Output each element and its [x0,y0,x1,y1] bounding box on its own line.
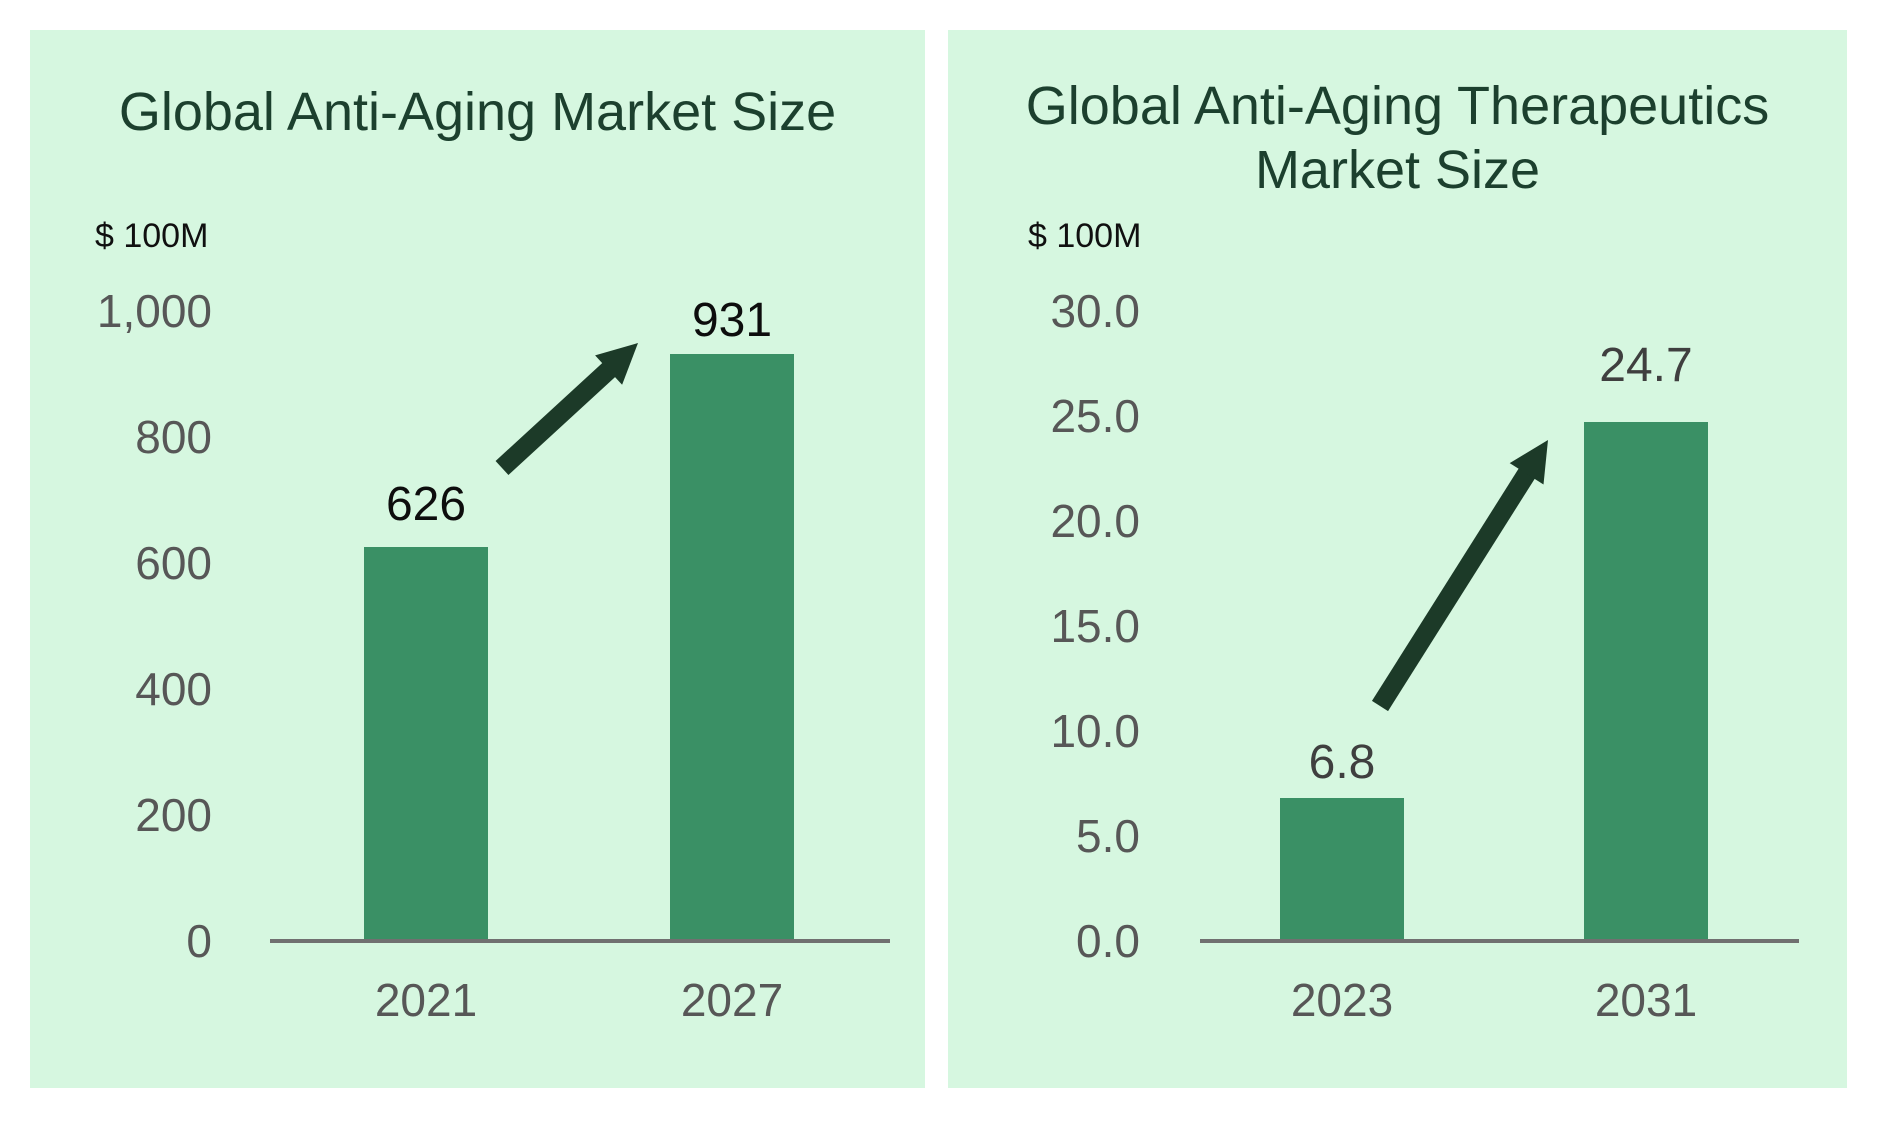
y-tick-label: 15.0 [1050,600,1140,652]
chart-title: Global Anti-Aging Market Size [30,80,925,144]
y-tick-label: 20.0 [1050,495,1140,547]
chart-panel-anti-aging-market: Global Anti-Aging Market Size $ 100M 1,0… [30,30,925,1088]
y-tick-label: 0.0 [1076,915,1140,967]
y-tick-label: 400 [135,663,212,715]
y-axis-unit-label: $ 100M [1028,217,1142,255]
bar-2021 [364,547,488,941]
x-tick-label: 2031 [1594,974,1698,1026]
x-axis-line [270,939,890,943]
bar-value-label: 626 [385,478,467,531]
bar-value-label: 931 [691,294,773,347]
bar-2031 [1584,422,1708,941]
y-tick-label: 5.0 [1076,810,1140,862]
y-tick-label: 1,000 [96,285,212,337]
y-tick-label: 10.0 [1050,705,1140,757]
x-tick-label: 2027 [680,974,784,1026]
bar-2023 [1280,798,1404,941]
chart-title-text: Global Anti-Aging Market Size [118,82,837,142]
bar-value-label: 24.7 [1599,339,1693,392]
y-tick-label: 600 [135,537,212,589]
chart-title-line1: Global Anti-Aging Therapeutics [1025,76,1770,136]
y-tick-label: 30.0 [1050,285,1140,337]
y-tick-label: 25.0 [1050,390,1140,442]
x-tick-label: 2021 [374,974,478,1026]
chart-title-line2: Market Size [1254,140,1541,200]
chart-panel-therapeutics-market: Global Anti-Aging Therapeutics Market Si… [948,30,1847,1088]
x-tick-label: 2023 [1290,974,1394,1026]
x-axis-line [1200,939,1799,943]
y-tick-label: 0 [186,915,212,967]
y-tick-label: 800 [135,411,212,463]
y-axis-unit-label: $ 100M [95,217,209,255]
chart-title: Global Anti-Aging Therapeutics Market Si… [948,74,1847,202]
bar-value-label: 6.8 [1308,736,1376,789]
y-tick-label: 200 [135,789,212,841]
bar-2027 [670,354,794,941]
